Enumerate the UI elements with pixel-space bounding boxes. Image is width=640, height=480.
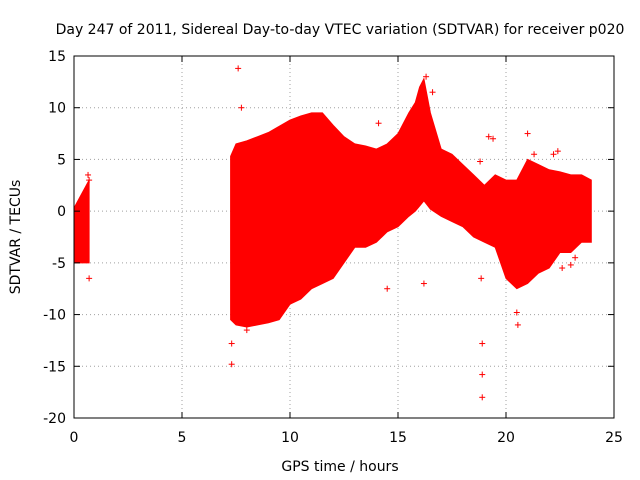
data-point (479, 371, 486, 378)
x-tick-label: 15 (389, 430, 407, 446)
data-point (477, 158, 484, 165)
data-point (228, 361, 235, 368)
data-point (235, 65, 242, 72)
x-tick-label: 20 (497, 430, 515, 446)
data-point (86, 177, 93, 184)
data-point (238, 104, 245, 111)
data-point (485, 133, 492, 140)
data-point (490, 135, 497, 142)
plot-area (73, 65, 592, 401)
y-tick-label: 0 (57, 204, 66, 220)
tick-layer: 0 5 10 15 20 25 -20 -15 -10 -5 0 5 10 15 (43, 49, 623, 446)
data-point (85, 171, 92, 178)
data-point (375, 120, 382, 127)
data-point (531, 151, 538, 158)
chart-title: Day 247 of 2011, Sidereal Day-to-day VTE… (56, 22, 625, 38)
data-point (567, 261, 574, 268)
y-tick-label: -20 (43, 411, 66, 427)
data-point (550, 151, 557, 158)
data-point (429, 89, 436, 96)
data-point (479, 340, 486, 347)
y-tick-label: 10 (48, 101, 66, 117)
data-point (86, 275, 93, 282)
data-point (559, 265, 566, 272)
data-point (578, 182, 585, 189)
y-tick-label: -15 (43, 359, 66, 375)
sdtvar-band-early (73, 179, 90, 264)
data-point (420, 280, 427, 287)
data-point (572, 254, 579, 261)
data-point (524, 130, 531, 137)
x-tick-label: 10 (281, 430, 299, 446)
x-tick-label: 0 (70, 430, 79, 446)
y-tick-label: -5 (52, 256, 66, 272)
plot-frame (73, 55, 615, 419)
data-point (479, 394, 486, 401)
x-axis-label: GPS time / hours (281, 459, 398, 475)
x-tick-label: 5 (178, 430, 187, 446)
y-tick-label: 15 (48, 49, 66, 65)
x-tick-label: 25 (605, 430, 623, 446)
data-point (514, 321, 521, 328)
data-point (423, 73, 430, 80)
data-point (384, 285, 391, 292)
y-tick-label: -10 (43, 308, 66, 324)
data-point (478, 275, 485, 282)
data-point (243, 327, 250, 334)
y-axis-label: SDTVAR / TECUs (8, 180, 24, 295)
data-point (513, 309, 520, 316)
data-point (554, 148, 561, 155)
data-point (228, 340, 235, 347)
sdtvar-band-main (230, 77, 592, 328)
y-tick-label: 5 (57, 152, 66, 168)
